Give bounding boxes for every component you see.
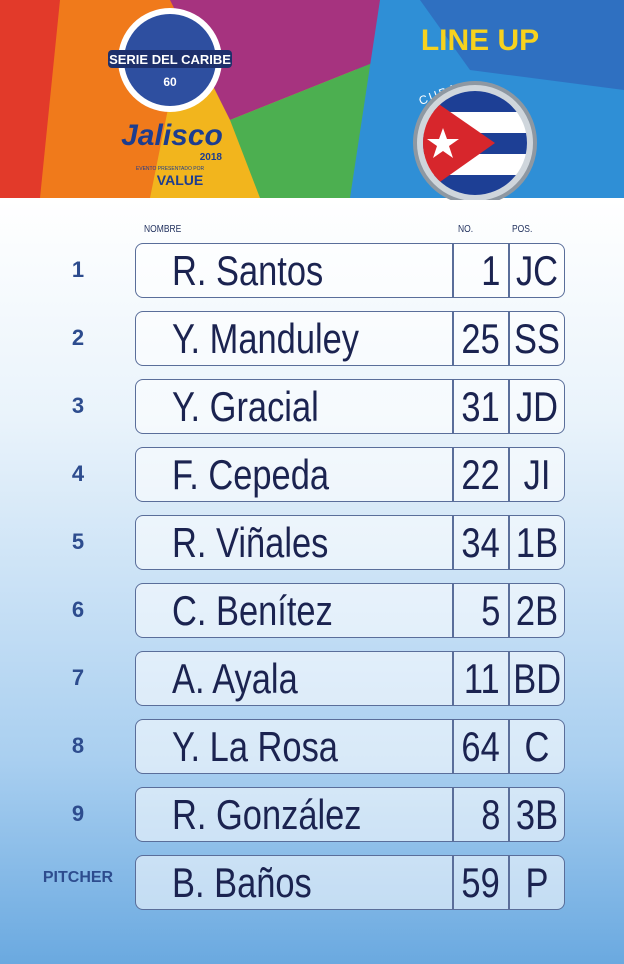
divider <box>452 312 454 365</box>
player-position: SS <box>514 315 560 362</box>
player-number: 64 <box>461 723 500 770</box>
batting-order: 7 <box>71 665 85 690</box>
player-position: 1B <box>515 519 559 566</box>
column-header: NO. <box>458 224 474 235</box>
divider <box>508 652 510 705</box>
event: SERIE DEL CARIBE <box>109 52 231 67</box>
player-name: R. Viñales <box>172 519 329 566</box>
player-row: R. Santos 1 JC <box>135 243 565 298</box>
player-position: JD <box>515 383 559 430</box>
player-name: C. Benítez <box>172 587 333 634</box>
divider <box>452 380 454 433</box>
player-name: A. Ayala <box>172 655 298 702</box>
divider <box>452 652 454 705</box>
player-name: R. González <box>172 791 362 838</box>
player-row: Y. Gracial 31 JD <box>135 379 565 434</box>
batting-order: 2 <box>71 325 85 350</box>
divider <box>452 244 454 297</box>
player-position: C <box>524 723 550 770</box>
player-row: A. Ayala 11 BD <box>135 651 565 706</box>
divider <box>452 516 454 569</box>
player-position: BD <box>513 655 562 702</box>
divider <box>452 584 454 637</box>
player-name: Y. Manduley <box>172 315 359 362</box>
batting-order: 5 <box>71 529 85 554</box>
divider <box>508 380 510 433</box>
player-row: F. Cepeda 22 JI <box>135 447 565 502</box>
divider <box>508 856 510 909</box>
player-position: JI <box>523 451 551 498</box>
player-number: 25 <box>461 315 500 362</box>
sponsor-note: EVENTO PRESENTADO POR <box>136 166 205 172</box>
player-row: Y. La Rosa 64 C <box>135 719 565 774</box>
title: LINE UP <box>421 24 539 57</box>
player-number: 5 <box>480 587 500 634</box>
player-number: 59 <box>461 859 500 906</box>
divider <box>508 788 510 841</box>
player-row: B. Baños 59 P <box>135 855 565 910</box>
player-name: Y. La Rosa <box>172 723 338 770</box>
edition: 60 <box>163 75 177 89</box>
year: 2018 <box>200 152 223 163</box>
player-row: Y. Manduley 25 SS <box>135 311 565 366</box>
flag <box>423 91 527 195</box>
player-name: Y. Gracial <box>172 383 319 430</box>
player-position: P <box>525 859 549 906</box>
divider <box>508 516 510 569</box>
batting-order: 8 <box>71 733 85 758</box>
batting-order: PITCHER <box>42 869 114 886</box>
player-name: F. Cepeda <box>172 451 330 498</box>
player-number: 34 <box>461 519 500 566</box>
column-header: NOMBRE <box>144 224 182 235</box>
header: SERIE DEL CARIBE 60 Jalisco 2018 EVENTO … <box>0 0 624 200</box>
player-number: 22 <box>461 451 500 498</box>
host: Jalisco <box>121 119 223 152</box>
divider <box>452 788 454 841</box>
divider <box>508 584 510 637</box>
player-row: R. Viñales 34 1B <box>135 515 565 570</box>
player-position: 3B <box>515 791 559 838</box>
batting-order: 4 <box>71 461 85 486</box>
column-header: POS. <box>512 224 533 235</box>
divider <box>452 448 454 501</box>
divider <box>508 244 510 297</box>
player-number: 31 <box>461 383 500 430</box>
player-name: R. Santos <box>172 247 324 294</box>
player-position: 2B <box>515 587 559 634</box>
divider <box>508 312 510 365</box>
player-row: R. González 8 3B <box>135 787 565 842</box>
divider <box>452 720 454 773</box>
player-position: JC <box>515 247 559 294</box>
divider <box>452 856 454 909</box>
batting-order: 6 <box>71 597 85 622</box>
divider <box>508 448 510 501</box>
batting-order: 9 <box>71 801 85 826</box>
player-number: 1 <box>480 247 500 294</box>
player-name: B. Baños <box>172 859 312 906</box>
player-number: 11 <box>464 655 500 702</box>
player-row: C. Benítez 5 2B <box>135 583 565 638</box>
batting-order: 3 <box>71 393 85 418</box>
player-number: 8 <box>480 791 500 838</box>
batting-order: 1 <box>71 257 85 282</box>
sponsor: VALUE <box>157 172 203 188</box>
divider <box>508 720 510 773</box>
